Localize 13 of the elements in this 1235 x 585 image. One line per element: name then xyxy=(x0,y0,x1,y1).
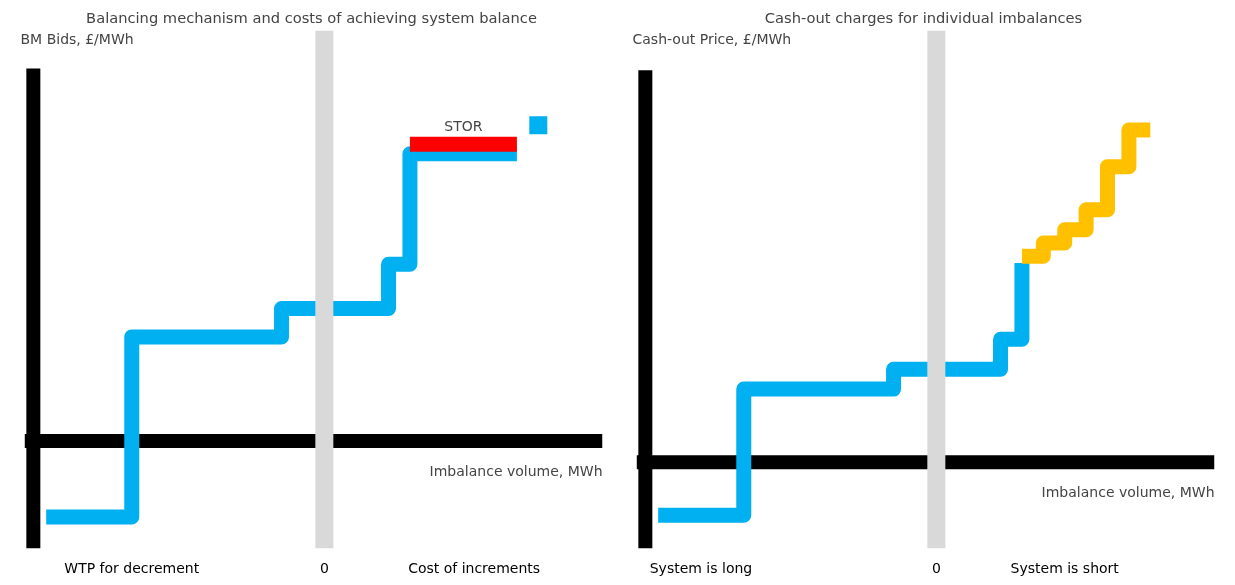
chart-title: Balancing mechanism and costs of achieving system balance xyxy=(86,8,537,26)
x-tick-label: WTP for decrement xyxy=(64,559,200,576)
series-label: STOR xyxy=(444,118,483,135)
chart-title: Cash-out charges for individual imbalances xyxy=(764,8,1083,26)
x-tick-label: Cost of increments xyxy=(408,559,541,576)
x-axis-title: Imbalance volume, MWh xyxy=(1041,484,1215,501)
x-tick-label: System is long xyxy=(649,559,753,576)
y-axis-title: Cash-out Price, £/MWh xyxy=(632,30,792,47)
y-axis-title: BM Bids, £/MWh xyxy=(20,30,134,47)
x-tick-label: System is short xyxy=(1010,559,1120,576)
x-tick-label: 0 xyxy=(931,559,941,576)
x-axis-title: Imbalance volume, MWh xyxy=(429,463,603,480)
x-tick-label: 0 xyxy=(319,559,329,576)
